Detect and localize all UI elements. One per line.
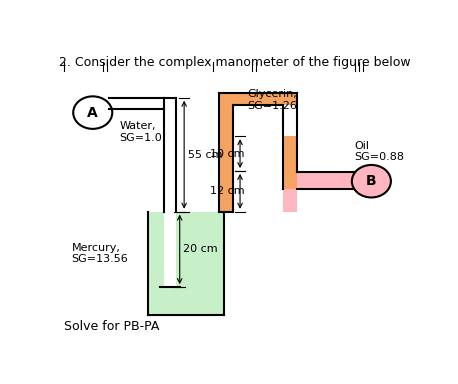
Bar: [283, 189, 297, 212]
Bar: [219, 93, 297, 104]
Text: Oil
SG=0.88: Oil SG=0.88: [354, 141, 405, 162]
Text: B: B: [366, 174, 376, 188]
Text: Mercury,
SG=13.56: Mercury, SG=13.56: [71, 243, 128, 264]
Bar: [148, 212, 224, 315]
Text: 55 cm: 55 cm: [188, 150, 222, 160]
Bar: [297, 172, 354, 189]
Bar: [283, 136, 297, 212]
Text: 20 cm: 20 cm: [183, 244, 218, 254]
Text: Solve for PB-PA: Solve for PB-PA: [64, 321, 160, 333]
Text: 2. Consider the complex manometer of the figure below: 2. Consider the complex manometer of the…: [59, 56, 410, 68]
Text: 10 cm: 10 cm: [210, 149, 245, 159]
Circle shape: [352, 165, 391, 197]
Text: Glycerin,
SG=1.26: Glycerin, SG=1.26: [247, 89, 297, 111]
Bar: [219, 93, 233, 212]
Text: A: A: [87, 106, 98, 119]
Text: Water,
SG=1.0: Water, SG=1.0: [120, 121, 162, 143]
Bar: [164, 212, 176, 287]
Text: 12 cm: 12 cm: [210, 186, 245, 196]
